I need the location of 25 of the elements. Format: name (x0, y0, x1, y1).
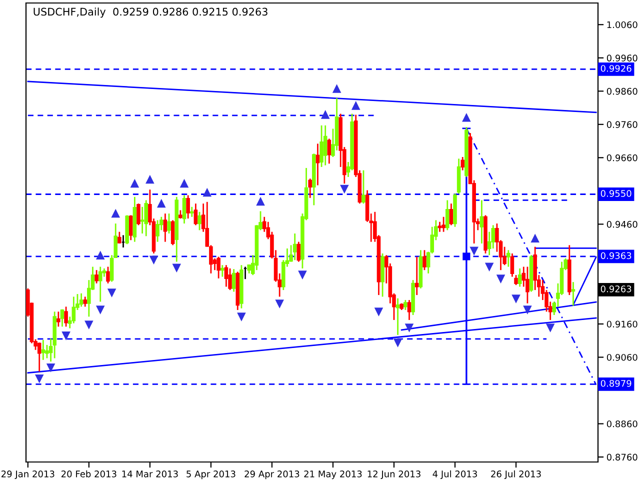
y-tick-label: 1.0060 (607, 21, 638, 28)
x-tick-label: 21 May 2013 (304, 470, 362, 480)
chart-title: USDCHF,Daily 0.9259 0.9286 0.9215 0.9263 (34, 8, 268, 18)
x-tick-label: 4 Jul 2013 (432, 470, 477, 479)
y-tick-label: 0.9160 (606, 320, 638, 328)
y-tick-label: 0.9460 (606, 220, 638, 228)
x-tick-label: 29 Apr 2013 (244, 470, 300, 480)
ref-line-label: 0.9926 (600, 64, 632, 72)
y-tick-label: 0.8860 (606, 420, 638, 428)
ref-line-label: 0.9363 (600, 252, 632, 260)
x-tick-label: 20 Feb 2013 (61, 470, 116, 478)
y-tick-label: 0.9060 (606, 354, 638, 361)
y-tick-label: 0.9760 (606, 121, 638, 128)
ref-line-label: 0.9550 (600, 190, 632, 197)
x-tick-label: 12 Jun 2013 (368, 470, 420, 479)
x-tick-label: 26 Jul 2013 (491, 470, 541, 479)
x-tick-label: 14 Mar 2013 (122, 470, 178, 478)
y-tick-label: 0.9960 (606, 54, 638, 62)
ref-line-label: 0.8979 (600, 380, 632, 387)
x-tick-label: 29 Jan 2013 (2, 470, 54, 479)
y-tick-label: 0.9660 (606, 154, 638, 162)
annotation: 0.9263 (600, 286, 632, 292)
y-tick-label: 0.8760 (606, 454, 638, 461)
x-tick-label: 5 Apr 2013 (186, 470, 236, 480)
y-tick-label: 0.9860 (606, 88, 638, 95)
